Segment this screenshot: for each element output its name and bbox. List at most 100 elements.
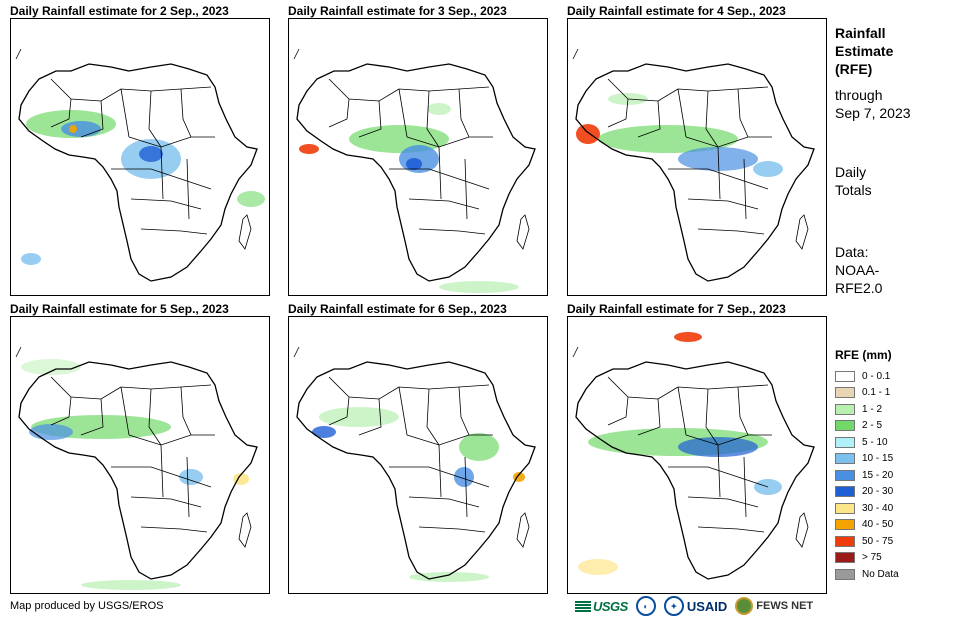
rainfall-area	[678, 147, 758, 171]
fews-net-logo-text: FEWS NET	[756, 600, 814, 612]
country-border	[717, 146, 721, 200]
country-border	[406, 136, 493, 148]
country-border	[705, 90, 719, 148]
country-border	[637, 398, 661, 436]
country-border	[426, 90, 440, 148]
totals-label: Daily Totals	[835, 163, 872, 199]
country-border	[743, 158, 747, 220]
country-border	[15, 48, 22, 60]
rainfall-area	[21, 253, 41, 265]
legend-label: > 75	[862, 552, 882, 564]
country-border	[50, 98, 72, 128]
usgs-icon	[575, 600, 591, 612]
data-source-line: NOAA-	[835, 262, 880, 278]
legend-item: 0 - 0.1	[835, 368, 899, 385]
country-border	[389, 168, 490, 190]
africa-coastline	[18, 361, 258, 580]
totals-line: Totals	[835, 182, 872, 198]
usgs-logo: USGS	[575, 599, 628, 614]
country-border	[398, 384, 490, 390]
country-border	[186, 456, 190, 518]
rainfall-area	[753, 161, 783, 177]
legend-item: > 75	[835, 550, 899, 567]
map-panel-sep-6: Daily Rainfall estimate for 6 Sep., 2023	[288, 302, 548, 594]
data-source-line: RFE2.0	[835, 280, 883, 296]
country-border	[128, 434, 215, 446]
country-border	[148, 90, 162, 148]
product-title-line: Rainfall	[835, 25, 886, 41]
country-border	[408, 496, 480, 508]
through-date-value: Sep 7, 2023	[835, 105, 911, 121]
map-credit: Map produced by USGS/EROS	[10, 600, 164, 612]
rainfall-area	[598, 125, 738, 153]
noaa-logo: ◐	[635, 596, 656, 616]
country-border	[328, 98, 350, 128]
country-border	[111, 168, 212, 190]
legend-swatch	[835, 502, 855, 514]
rainfall-area	[576, 124, 600, 144]
rainfall-area	[406, 158, 422, 170]
legend-swatch	[835, 370, 855, 382]
panel-title: Daily Rainfall estimate for 6 Sep., 2023	[288, 302, 507, 316]
product-title: Rainfall Estimate (RFE)	[835, 24, 893, 78]
country-border	[464, 456, 468, 518]
legend-swatch	[835, 420, 855, 432]
country-border	[238, 214, 252, 250]
legend-item: 2 - 5	[835, 418, 899, 435]
country-border	[293, 346, 300, 358]
rainfall-area	[454, 467, 474, 487]
globe-icon	[735, 597, 754, 615]
country-border	[572, 48, 579, 60]
legend-item: 0.1 - 1	[835, 385, 899, 402]
legend-label: 30 - 40	[862, 502, 894, 514]
rainfall-area	[69, 125, 77, 133]
legend-label: 2 - 5	[862, 420, 883, 432]
country-border	[130, 496, 202, 508]
country-border	[607, 98, 629, 128]
rainfall-map	[288, 316, 548, 594]
country-border	[438, 146, 442, 200]
legend-label: 0 - 0.1	[862, 370, 891, 382]
legend-label: 0.1 - 1	[862, 387, 891, 399]
country-border	[685, 136, 772, 148]
rainfall-map	[288, 18, 548, 296]
country-border	[697, 526, 765, 533]
country-border	[120, 384, 212, 390]
country-border	[458, 386, 470, 436]
legend-label: 1 - 2	[862, 403, 883, 415]
usaid-seal-icon: ✦	[663, 596, 684, 616]
country-border	[717, 444, 721, 498]
country-border	[705, 388, 719, 446]
country-border	[743, 456, 747, 518]
country-border	[130, 198, 202, 210]
country-border	[180, 386, 192, 436]
map-panel-sep-2: Daily Rainfall estimate for 2 Sep., 2023	[10, 4, 270, 296]
country-border	[328, 396, 350, 426]
country-border	[677, 88, 687, 138]
panel-title: Daily Rainfall estimate for 7 Sep., 2023	[567, 302, 786, 316]
country-border	[737, 386, 749, 436]
country-border	[140, 228, 208, 235]
legend: RFE (mm) 0 - 0.1 0.1 - 1 1 - 2 2 - 5 5 - 10 1…	[835, 348, 899, 583]
legend-label: 5 - 10	[862, 436, 888, 448]
legend-item: No Data	[835, 566, 899, 583]
legend-swatch	[835, 387, 855, 399]
through-date: through Sep 7, 2023	[835, 86, 911, 122]
country-border	[426, 388, 440, 446]
country-border	[697, 228, 765, 235]
legend-item: 5 - 10	[835, 434, 899, 451]
rainfall-area	[674, 332, 702, 342]
country-border	[358, 100, 382, 138]
country-border	[80, 100, 104, 138]
rainfall-area	[61, 121, 101, 137]
through-label: through	[835, 87, 883, 103]
rainfall-map	[567, 316, 827, 594]
rainfall-area	[81, 580, 181, 590]
country-border	[50, 396, 72, 426]
country-border	[464, 158, 468, 220]
country-border	[685, 434, 772, 446]
country-border	[406, 434, 493, 446]
legend-title: RFE (mm)	[835, 348, 892, 362]
legend-label: 40 - 50	[862, 519, 894, 531]
country-border	[398, 86, 490, 92]
